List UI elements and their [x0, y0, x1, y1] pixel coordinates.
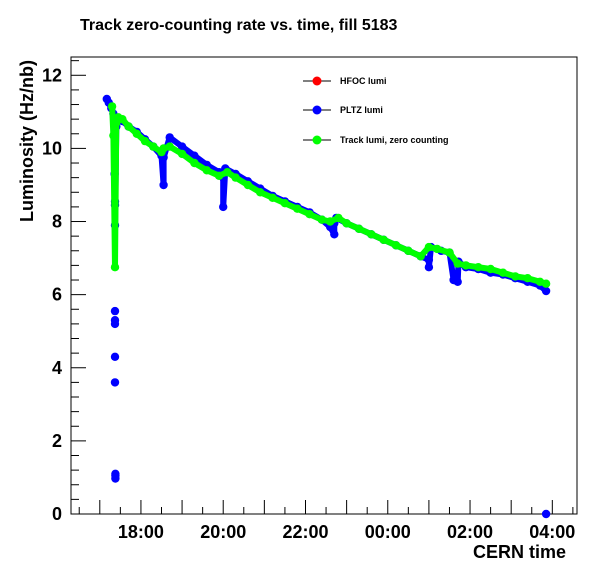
data-point — [541, 286, 551, 296]
x-axis-ticks — [78, 500, 574, 514]
x-axis-title: CERN time — [473, 542, 566, 562]
series-band — [109, 103, 550, 287]
data-point — [541, 509, 551, 519]
data-point — [367, 230, 376, 239]
data-point — [354, 224, 364, 233]
legend-label: PLTZ lumi — [340, 105, 383, 115]
y-tick-label: 0 — [52, 504, 62, 524]
data-point — [109, 131, 118, 140]
data-point — [107, 102, 117, 111]
data-point — [177, 142, 187, 151]
data-point — [432, 244, 442, 254]
data-point — [404, 246, 413, 255]
data-point — [391, 241, 401, 250]
x-tick-label: 04:00 — [529, 522, 575, 542]
data-point — [223, 168, 232, 177]
data-point — [293, 204, 302, 213]
legend-label: HFOC lumi — [340, 76, 387, 86]
data-point — [140, 136, 150, 146]
legend-label: Track lumi, zero counting — [340, 135, 449, 145]
legend: HFOC lumi PLTZ lumi Track lumi, zero count… — [303, 76, 449, 145]
series-1 — [102, 94, 551, 519]
x-tick-label: 02:00 — [447, 522, 493, 542]
data-point — [110, 306, 120, 316]
y-tick-label: 6 — [52, 285, 62, 305]
data-point — [330, 230, 339, 239]
data-point — [424, 263, 434, 272]
legend-marker — [312, 76, 322, 86]
data-point — [424, 255, 434, 265]
data-point — [453, 277, 462, 286]
data-point — [202, 166, 211, 175]
x-tick-label: 20:00 — [200, 522, 246, 542]
y-tick-label: 12 — [42, 65, 62, 85]
y-tick-label: 10 — [42, 138, 62, 158]
data-point — [165, 142, 174, 151]
data-point — [416, 252, 425, 261]
data-point — [474, 263, 483, 272]
data-point — [305, 210, 314, 219]
legend-marker — [312, 105, 322, 115]
data-point — [461, 261, 471, 270]
data-point — [326, 217, 335, 226]
data-point — [280, 199, 290, 208]
data-point — [268, 193, 277, 202]
data-point — [511, 272, 520, 281]
data-point — [110, 378, 120, 387]
data-point — [159, 180, 168, 190]
data-point — [110, 352, 120, 361]
data-point — [317, 215, 327, 224]
data-point — [523, 274, 532, 283]
data-point — [379, 235, 388, 244]
data-point — [445, 248, 454, 257]
data-point — [453, 259, 462, 268]
x-tick-label: 00:00 — [365, 522, 411, 542]
y-tick-label: 2 — [52, 431, 62, 451]
data-point — [243, 180, 253, 190]
y-tick-label: 8 — [52, 212, 62, 232]
data-point — [424, 242, 434, 252]
series-2 — [107, 102, 551, 288]
data-point — [111, 474, 120, 483]
data-point — [256, 188, 265, 197]
plot-frame — [70, 56, 578, 515]
data-point — [124, 122, 133, 131]
data-point — [132, 129, 141, 138]
data-point — [118, 115, 127, 124]
data-point — [498, 268, 508, 277]
data-point — [177, 149, 187, 159]
data-point — [231, 173, 240, 182]
data-point — [165, 133, 174, 142]
data-point — [149, 142, 158, 151]
x-tick-label: 18:00 — [118, 522, 164, 542]
y-axis-tick-labels: 0 2 4 6 8 10 12 — [42, 65, 62, 524]
y-axis-title: Luminosity (Hz/nb) — [17, 60, 37, 222]
data-point — [486, 264, 495, 274]
data-point — [334, 213, 343, 223]
y-axis-ticks — [71, 60, 86, 515]
data-point — [190, 158, 199, 168]
y-tick-label: 4 — [52, 358, 62, 378]
x-tick-label: 22:00 — [282, 522, 328, 542]
data-point — [342, 219, 351, 228]
series-band — [103, 96, 550, 294]
data-point — [219, 202, 228, 212]
chart-title: Track zero-counting rate vs. time, fill … — [80, 17, 398, 34]
data-point — [541, 279, 551, 288]
data-point — [110, 263, 120, 272]
x-axis-tick-labels: 18:00 20:00 22:00 00:00 02:00 04:00 — [118, 522, 575, 542]
series-layer — [102, 94, 551, 519]
data-point — [214, 171, 224, 180]
legend-marker — [312, 135, 322, 145]
data-point — [110, 319, 120, 329]
